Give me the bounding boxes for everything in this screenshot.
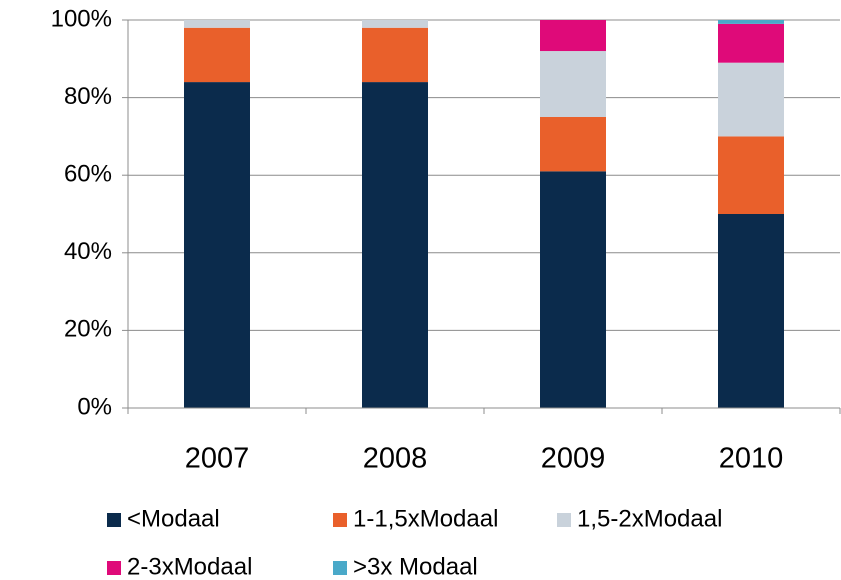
legend-swatch xyxy=(107,561,121,575)
bar-segment xyxy=(718,214,784,408)
bar-segment xyxy=(718,20,784,24)
y-tick-label: 20% xyxy=(64,316,112,343)
legend-label: <Modaal xyxy=(127,505,220,532)
bar-segment xyxy=(184,20,250,28)
legend-swatch xyxy=(557,513,571,527)
bar-segment xyxy=(540,51,606,117)
legend-label: 1-1,5xModaal xyxy=(353,505,498,532)
y-tick-label: 60% xyxy=(64,161,112,188)
bar-segment xyxy=(718,62,784,137)
bar-segment xyxy=(718,23,784,63)
legend-swatch xyxy=(107,513,121,527)
bar-segment xyxy=(718,136,784,214)
x-tick-label: 2008 xyxy=(363,443,428,475)
legend-swatch xyxy=(333,561,347,575)
x-tick-label: 2007 xyxy=(185,443,250,475)
bar-segment xyxy=(540,171,606,408)
y-tick-label: 100% xyxy=(51,5,112,32)
bar-segment xyxy=(362,27,428,83)
bar-segment xyxy=(362,20,428,28)
legend-label: >3x Modaal xyxy=(353,553,478,580)
y-tick-label: 0% xyxy=(77,393,112,420)
legend-swatch xyxy=(333,513,347,527)
y-tick-label: 40% xyxy=(64,238,112,265)
bar-segment xyxy=(184,82,250,408)
bar-segment xyxy=(184,27,250,83)
bar-segment xyxy=(540,117,606,172)
bar-segment xyxy=(362,82,428,408)
x-tick-label: 2010 xyxy=(719,443,784,475)
x-tick-label: 2009 xyxy=(541,443,606,475)
bar-segment xyxy=(540,20,606,52)
y-tick-label: 80% xyxy=(64,83,112,110)
legend-label: 2-3xModaal xyxy=(127,553,252,580)
legend-label: 1,5-2xModaal xyxy=(577,505,722,532)
